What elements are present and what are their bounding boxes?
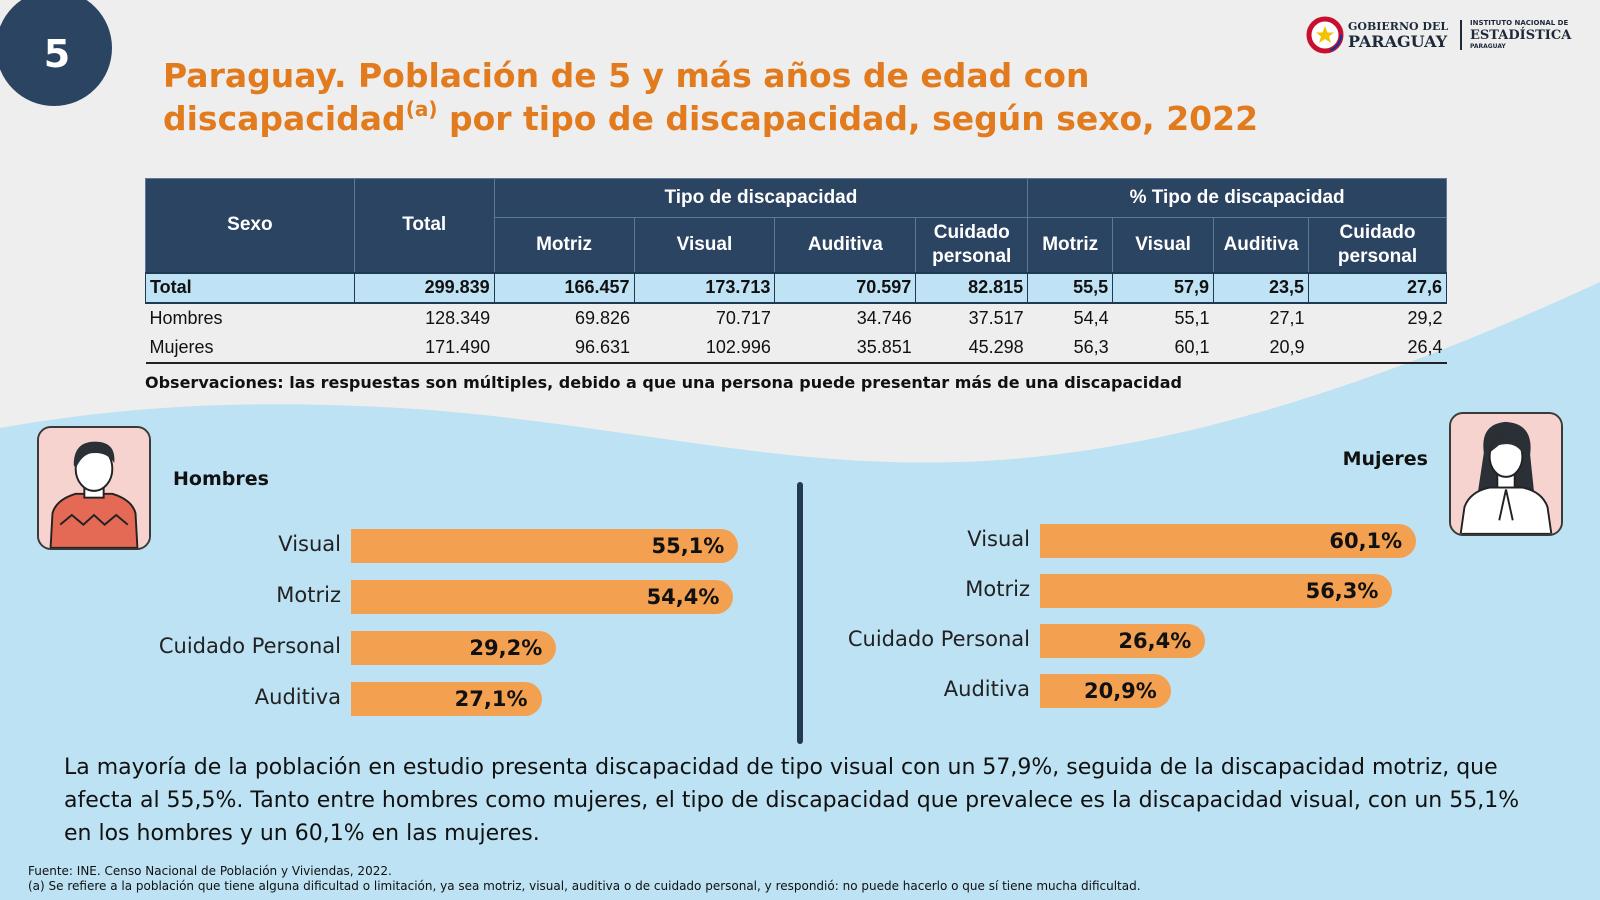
data-table: Sexo Total Tipo de discapacidad % Tipo d…: [145, 178, 1447, 364]
cell: 60,1: [1112, 332, 1214, 364]
source-line: Fuente: INE. Censo Nacional de Población…: [28, 864, 392, 878]
cell: 128.349: [425, 307, 491, 328]
cell: 55,5: [1027, 271, 1114, 304]
cell: 102.996: [634, 332, 775, 364]
title-line2-pre: discapacidad: [163, 99, 406, 138]
category-label: Auditiva: [254, 685, 341, 709]
header-cuidado: Cuidado personal: [915, 217, 1029, 273]
bar: [1040, 624, 1206, 658]
cell: 37.517: [968, 307, 1024, 328]
title-line1: Paraguay. Población de 5 y más años de e…: [163, 56, 1090, 95]
cell: 35.851: [774, 332, 916, 364]
bar-value-label: 55,1%: [651, 534, 725, 558]
page-number: 5: [43, 32, 71, 76]
bar: [1040, 524, 1417, 558]
logo-ine: INSTITUTO NACIONAL DE ESTADÍSTICA PARAGU…: [1470, 19, 1572, 50]
cell: Total: [145, 271, 355, 304]
cell: 45.298: [915, 332, 1028, 364]
cell: 23,5: [1213, 271, 1310, 304]
footnote-line: (a) Se refiere a la población que tiene …: [28, 879, 1141, 893]
header-auditiva: Auditiva: [774, 217, 917, 273]
hombres-chart-title: Hombres: [173, 468, 269, 490]
cell: 55,1: [1174, 307, 1210, 328]
male-avatar-icon: [37, 426, 151, 550]
bar-value-label: 29,2%: [469, 636, 543, 660]
cell: 70.597: [774, 271, 917, 304]
page-number-badge: [0, 0, 112, 106]
page-title: Paraguay. Población de 5 y más años de e…: [163, 54, 1303, 140]
cell: 57,9: [1112, 271, 1215, 304]
header-pct-tipo: % Tipo de discapacidad: [1027, 178, 1447, 218]
bar-value-label: 56,3%: [1305, 579, 1379, 603]
cell: 29,2: [1407, 307, 1443, 328]
logo: GOBIERNO DEL PARAGUAY INSTITUTO NACIONAL…: [1306, 16, 1588, 54]
bar: [351, 529, 739, 563]
category-label: Cuidado Personal: [158, 634, 341, 658]
summary-text: La mayoría de la población en estudio pr…: [64, 755, 1520, 846]
cell: 69.826: [574, 307, 631, 328]
cell: 171.490: [354, 332, 495, 364]
cell: 166.457: [493, 271, 635, 304]
cell: 173.713: [633, 271, 776, 304]
cell: 299.839: [353, 271, 495, 304]
category-label: Cuidado Personal: [847, 627, 1030, 651]
header-pct-auditiva: Auditiva: [1213, 217, 1310, 273]
cell: 82.815: [915, 271, 1029, 304]
cell: 34.746: [856, 307, 912, 328]
cell: 54,4: [1073, 307, 1109, 328]
cell: Hombres: [149, 307, 223, 328]
header-visual: Visual: [633, 217, 776, 273]
bar-value-label: 60,1%: [1329, 529, 1403, 553]
table-note: Observaciones: las respuestas son múltip…: [145, 373, 1182, 392]
bar-value-label: 54,4%: [646, 585, 720, 609]
category-label: Visual: [278, 532, 341, 556]
bar: [351, 631, 557, 665]
header-total: Total: [353, 178, 495, 273]
header-sexo: Sexo: [145, 178, 355, 273]
cell: 27,6: [1308, 271, 1447, 304]
bar: [351, 580, 734, 614]
cell: 70.717: [715, 307, 771, 328]
category-label: Motriz: [965, 577, 1030, 601]
header-motriz: Motriz: [493, 217, 635, 273]
header-pct-visual: Visual: [1112, 217, 1215, 273]
table-row: Total 299.839 166.457 173.713 70.597 82.…: [145, 271, 1447, 304]
header-tipo: Tipo de discapacidad: [493, 178, 1029, 218]
logo-gobierno: GOBIERNO DEL PARAGUAY: [1348, 20, 1449, 51]
title-footnote-mark: (a): [405, 97, 438, 121]
paraguay-seal-icon: [1306, 16, 1344, 54]
mujeres-chart-title: Mujeres: [1342, 448, 1428, 470]
category-label: Motriz: [276, 583, 341, 607]
cell: Mujeres: [145, 332, 355, 364]
table-row: Mujeres 171.490 96.631 102.996 35.851 45…: [145, 332, 1447, 364]
bar: [1040, 674, 1171, 708]
bar-value-label: 20,9%: [1083, 679, 1157, 703]
cell: 96.631: [494, 332, 635, 364]
cell: 27,1: [1269, 307, 1305, 328]
bar-value-label: 26,4%: [1118, 629, 1192, 653]
bar: [1040, 574, 1393, 608]
female-avatar-icon: [1449, 412, 1563, 536]
cell: 20,9: [1213, 332, 1309, 364]
header-pct-cuidado: Cuidado personal: [1308, 217, 1447, 273]
cell: 56,3: [1027, 332, 1113, 364]
table-row: Hombres 128.349 69.826 70.717 34.746 37.…: [146, 303, 1447, 333]
title-line2-post: por tipo de discapacidad, según sexo, 20…: [437, 99, 1259, 138]
bar-value-label: 27,1%: [454, 687, 528, 711]
category-label: Visual: [967, 527, 1030, 551]
header-pct-motriz: Motriz: [1027, 217, 1114, 273]
cell: 26,4: [1308, 332, 1447, 364]
bar: [351, 682, 542, 716]
logo-separator: [1460, 20, 1462, 50]
source-footnote: Fuente: INE. Censo Nacional de Población…: [28, 864, 1141, 894]
chart-divider: [797, 482, 803, 744]
category-label: Auditiva: [943, 677, 1030, 701]
